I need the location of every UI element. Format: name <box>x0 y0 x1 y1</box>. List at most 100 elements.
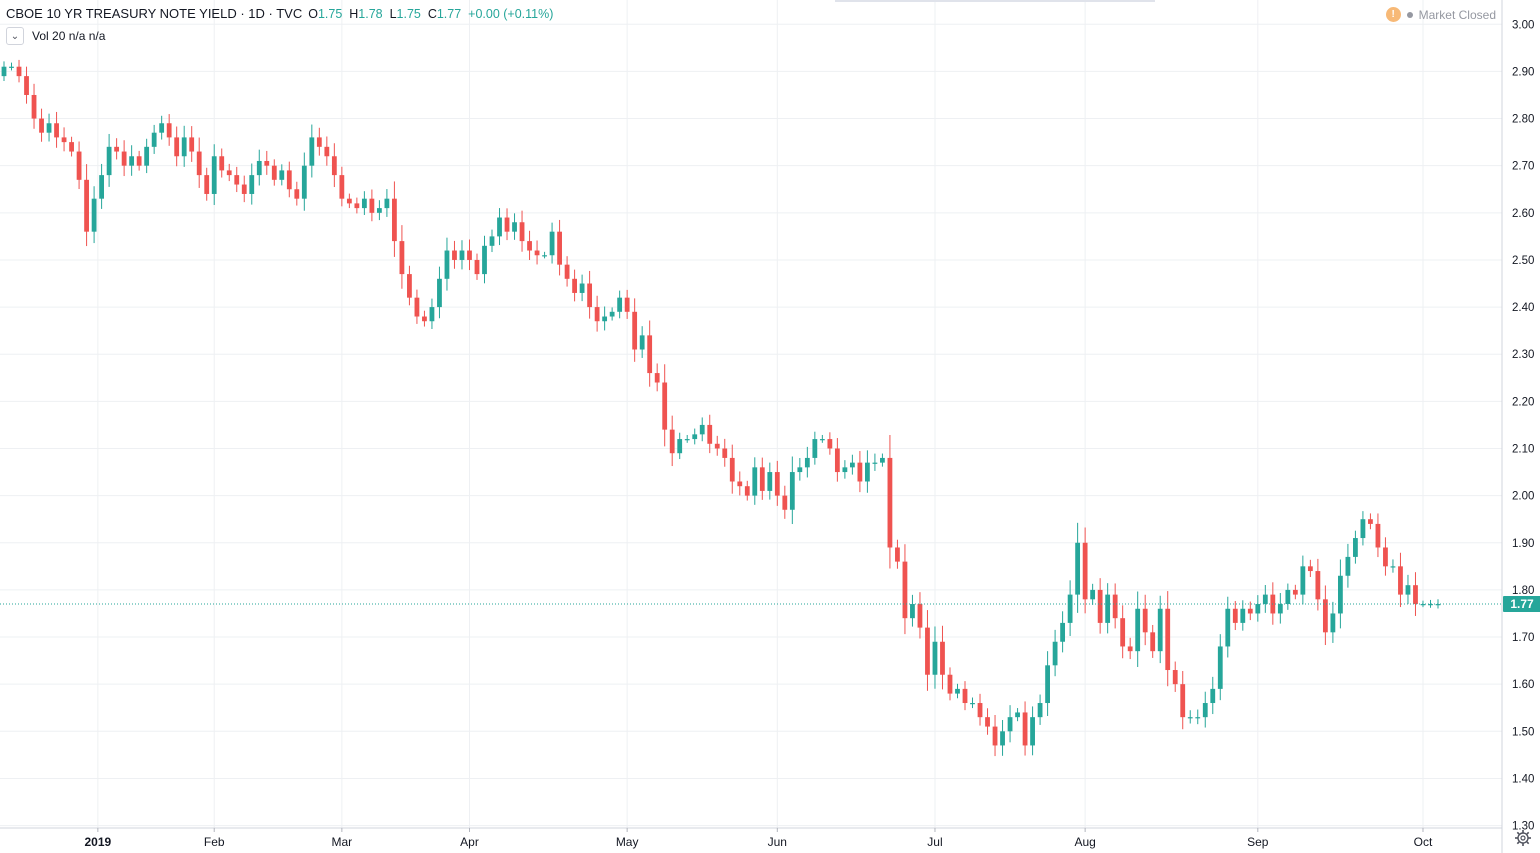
candle-body <box>519 222 525 242</box>
candle <box>1255 595 1261 622</box>
candle <box>1210 676 1216 715</box>
candle <box>256 149 262 186</box>
candle <box>61 127 67 152</box>
candle-body <box>1368 519 1373 524</box>
candle <box>932 626 938 689</box>
candle-body <box>1157 608 1163 652</box>
candle-body <box>61 137 67 143</box>
candle <box>264 150 270 175</box>
time-tick-label: Aug <box>1074 835 1095 849</box>
candle <box>744 480 750 501</box>
candle <box>940 625 945 690</box>
candle <box>985 708 990 735</box>
candle-body <box>1345 556 1351 576</box>
candle-body <box>467 250 472 260</box>
candle-body <box>309 137 315 166</box>
candle <box>1322 585 1328 646</box>
time-tick-label: Apr <box>460 835 479 849</box>
candle-body <box>482 245 487 275</box>
candle-body <box>249 175 255 194</box>
candle-body <box>880 457 885 463</box>
candle <box>602 306 608 331</box>
candle-body <box>444 250 450 279</box>
candle <box>286 161 292 198</box>
candle <box>84 164 89 247</box>
candle-body <box>422 316 427 322</box>
candle-body <box>729 457 735 482</box>
candle-body <box>271 165 277 180</box>
candle-body <box>361 198 367 209</box>
price-tick-label: 2.00 <box>1512 491 1534 503</box>
symbol-legend[interactable]: CBOE 10 YR TREASURY NOTE YIELD · 1D · TV… <box>6 6 553 21</box>
candle-body <box>39 118 44 133</box>
candle-body <box>1292 589 1298 595</box>
candle-body <box>1360 519 1366 539</box>
candle-body <box>594 307 600 322</box>
candle <box>144 138 150 174</box>
candle-body <box>910 604 915 619</box>
candle-body <box>1067 594 1073 623</box>
candle-body <box>1255 604 1261 614</box>
price-tick-label: 2.30 <box>1512 349 1534 361</box>
candle-body <box>256 160 262 176</box>
candle-body <box>69 142 74 152</box>
candle-body <box>1195 717 1201 719</box>
price-tick-label: 1.50 <box>1512 726 1534 738</box>
candle-body <box>286 170 292 190</box>
candle-body <box>977 703 983 718</box>
candle-body <box>76 151 82 180</box>
gear-icon[interactable] <box>1514 829 1532 847</box>
candle <box>955 683 960 699</box>
candle-body <box>1052 641 1058 666</box>
candle-body <box>639 335 645 350</box>
time-tick-label: May <box>616 835 639 849</box>
candle-body <box>114 146 120 152</box>
candle-body <box>1030 717 1035 746</box>
candle <box>422 310 427 327</box>
candle <box>1292 584 1298 600</box>
candle-body <box>774 472 780 496</box>
candle <box>407 265 412 306</box>
candle-body <box>865 462 870 482</box>
candle <box>1082 527 1088 614</box>
symbol-title[interactable]: CBOE 10 YR TREASURY NOTE YIELD · 1D · TV… <box>6 6 303 21</box>
candle-body <box>264 160 270 166</box>
candle <box>241 175 247 203</box>
candle-body <box>684 439 690 441</box>
time-axis[interactable]: 2019FebMarAprMayJunJulAugSepOctNovDec <box>84 828 1540 849</box>
candle <box>865 450 870 493</box>
candle-body <box>1240 608 1246 623</box>
candle-body <box>407 274 412 298</box>
candle <box>301 152 307 211</box>
candle-body <box>91 198 97 232</box>
candle <box>1075 522 1081 613</box>
candle-body <box>1187 717 1193 719</box>
candle <box>872 453 878 471</box>
warning-icon[interactable]: ! <box>1385 7 1401 22</box>
price-axis[interactable]: 1.30 1.40 1.50 1.60 1.70 1.80 1.90 2.00 2.10 2.20… <box>1512 19 1534 832</box>
candle <box>804 446 810 478</box>
candle <box>136 150 142 171</box>
candle <box>992 714 998 757</box>
candle-body <box>654 373 660 383</box>
candle <box>16 59 22 83</box>
candle-body <box>279 170 285 180</box>
candle-body <box>512 222 517 232</box>
candle-body <box>301 165 307 199</box>
candle <box>196 137 202 188</box>
candle-body <box>294 189 300 199</box>
candle-body <box>932 641 938 675</box>
candle-body <box>1007 717 1013 732</box>
candle <box>324 136 330 166</box>
chevron-down-icon[interactable]: ⌄ <box>6 27 24 45</box>
candle <box>902 544 908 635</box>
candle <box>910 594 915 627</box>
candle-body <box>392 198 397 242</box>
candle <box>279 164 285 186</box>
candle-body <box>196 151 202 176</box>
candle <box>714 435 720 456</box>
candle-body <box>384 198 390 209</box>
candle <box>54 111 59 148</box>
candle-body <box>1285 589 1291 605</box>
